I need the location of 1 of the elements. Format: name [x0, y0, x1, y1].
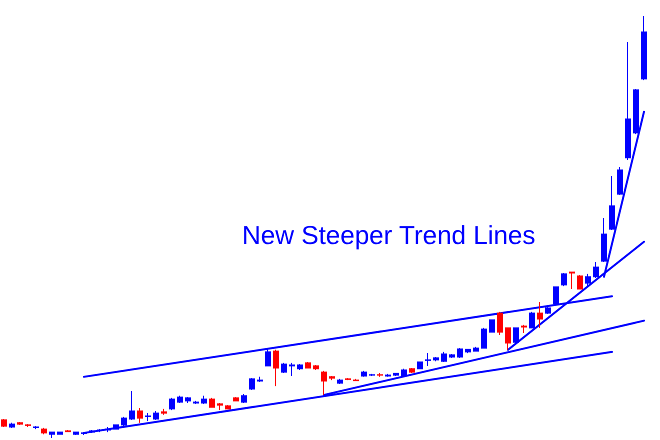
annotation: New Steeper Trend Lines	[242, 220, 536, 250]
